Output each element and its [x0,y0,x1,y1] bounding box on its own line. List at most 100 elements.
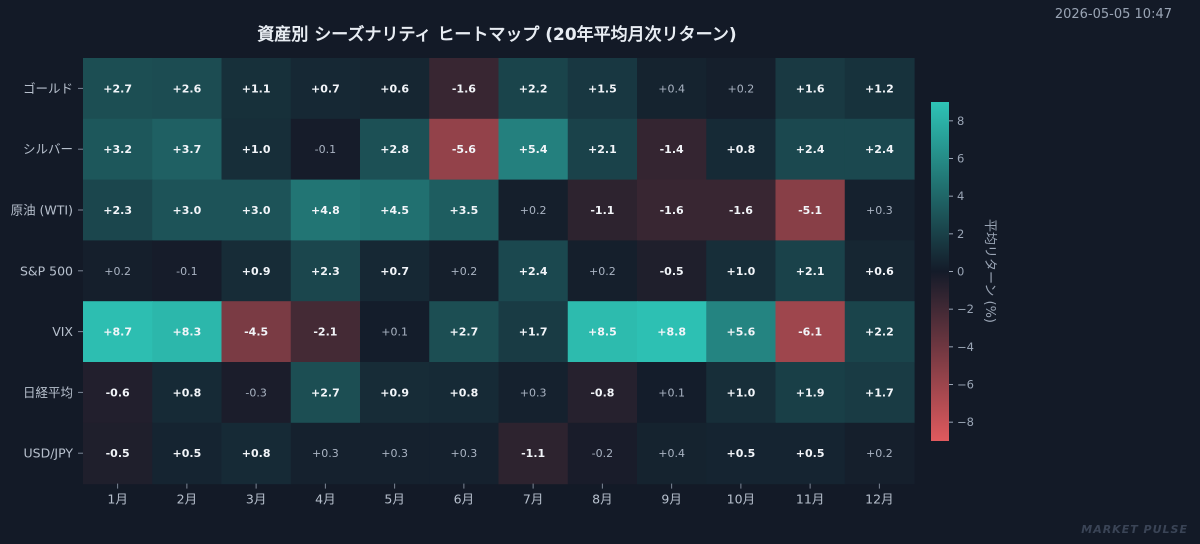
cell-value-label: +0.8 [173,386,202,399]
heatmap-cell [844,179,915,241]
heatmap-cell [221,118,292,181]
cell-value-label: -5.1 [798,204,822,217]
colorbar-tick-label: 0 [957,265,964,279]
cell-value-label: +3.0 [173,204,202,217]
heatmap-cell [844,240,915,302]
cell-value-label: -6.1 [798,326,822,339]
cell-value-label: -0.1 [315,143,336,156]
heatmap-cell [360,58,430,120]
x-tick-label: 1月 [107,492,127,507]
cell-value-label: -0.5 [106,447,130,460]
cell-value-label: +1.9 [796,386,825,399]
cell-value-label: +1.5 [588,82,617,95]
heatmap-cell [637,422,707,485]
heatmap-cell [844,362,915,424]
heatmap-cell [775,301,846,363]
cell-value-label: +0.1 [658,386,685,399]
cell-value-label: +0.5 [796,447,825,460]
heatmap-cell [221,240,292,302]
x-tick-label: 9月 [661,492,681,507]
heatmap-cell [152,301,223,363]
cell-value-label: +5.4 [519,143,548,156]
heatmap-cell [637,301,707,363]
heatmap-cell [83,362,153,424]
cell-value-label: -0.5 [660,265,684,278]
cell-value-label: +8.5 [588,326,617,339]
heatmap-cell [706,240,777,302]
heatmap-cell [221,179,292,241]
cell-value-label: +8.7 [103,326,132,339]
heatmap-cell [290,362,361,424]
cell-value-label: +0.2 [589,265,616,278]
heatmap-cells: +2.7 +2.6 +1.1 +0.7 +0.6 -1.6 +2.2 +1.5 +0.4 +0.2… [83,58,915,485]
cell-value-label: -4.5 [244,326,268,339]
cell-value-label: +3.5 [450,204,479,217]
cell-value-label: +0.5 [727,447,756,460]
colorbar-tick-label: 8 [957,114,964,128]
heatmap-cell [83,179,153,241]
cell-value-label: +0.3 [866,204,893,217]
heatmap-cell [637,179,707,241]
y-tick-label: ゴールド [23,81,73,96]
heatmap-cell [637,362,707,424]
heatmap-cell [498,240,569,302]
cell-value-label: +0.3 [451,447,478,460]
cell-value-label: -0.6 [106,386,130,399]
cell-value-label: +0.8 [727,143,756,156]
cell-value-label: +0.2 [520,204,547,217]
cell-value-label: +1.7 [519,326,548,339]
cell-value-label: +0.3 [381,447,408,460]
heatmap-cell [706,179,777,241]
cell-value-label: +1.0 [727,386,756,399]
cell-value-label: +1.7 [865,386,894,399]
cell-value-label: +1.0 [242,143,271,156]
x-tick-label: 6月 [454,492,474,507]
heatmap-cell [360,362,430,424]
heatmap-cell [360,422,430,485]
heatmap-cell [221,58,292,120]
heatmap-cell [429,422,500,485]
cell-value-label: +0.2 [104,265,131,278]
cell-value-label: +0.2 [451,265,478,278]
heatmap-cell [844,118,915,181]
cell-value-label: +2.7 [450,326,479,339]
cell-value-label: +2.8 [380,143,409,156]
cell-value-label: +8.8 [657,326,686,339]
cell-value-label: +0.2 [866,447,893,460]
heatmap-cell [290,240,361,302]
heatmap-cell [83,422,153,485]
cell-value-label: +0.7 [311,82,340,95]
heatmap-cell [152,362,223,424]
colorbar: 8 6 4 2 0 −2 −4 −6 −8 [931,102,974,441]
cell-value-label: -1.1 [590,204,614,217]
cell-value-label: +4.5 [380,204,409,217]
cell-value-label: +2.4 [865,143,894,156]
cell-value-label: +1.0 [727,265,756,278]
heatmap-cell [429,240,500,302]
heatmap-cell [498,118,569,181]
heatmap-cell [567,422,638,485]
cell-value-label: +2.4 [519,265,548,278]
heatmap-cell [498,301,569,363]
cell-value-label: +1.6 [796,82,825,95]
heatmap-cell [152,422,223,485]
cell-value-label: +0.2 [728,82,755,95]
heatmap-cell [83,118,153,181]
heatmap-cell [360,301,430,363]
heatmap-cell [360,118,430,181]
heatmap-cell [706,301,777,363]
y-tick-label: 原油 (WTI) [11,203,73,218]
cell-value-label: +0.7 [380,265,409,278]
cell-value-label: +4.8 [311,204,340,217]
cell-value-label: +8.3 [173,326,202,339]
heatmap-cell [290,422,361,485]
cell-value-label: +0.6 [380,82,409,95]
heatmap-cell [290,179,361,241]
cell-value-label: +0.3 [520,386,547,399]
x-tick-label: 10月 [727,492,755,507]
heatmap-cell [567,118,638,181]
cell-value-label: +2.2 [519,82,548,95]
heatmap-cell [637,58,707,120]
cell-value-label: +2.4 [796,143,825,156]
